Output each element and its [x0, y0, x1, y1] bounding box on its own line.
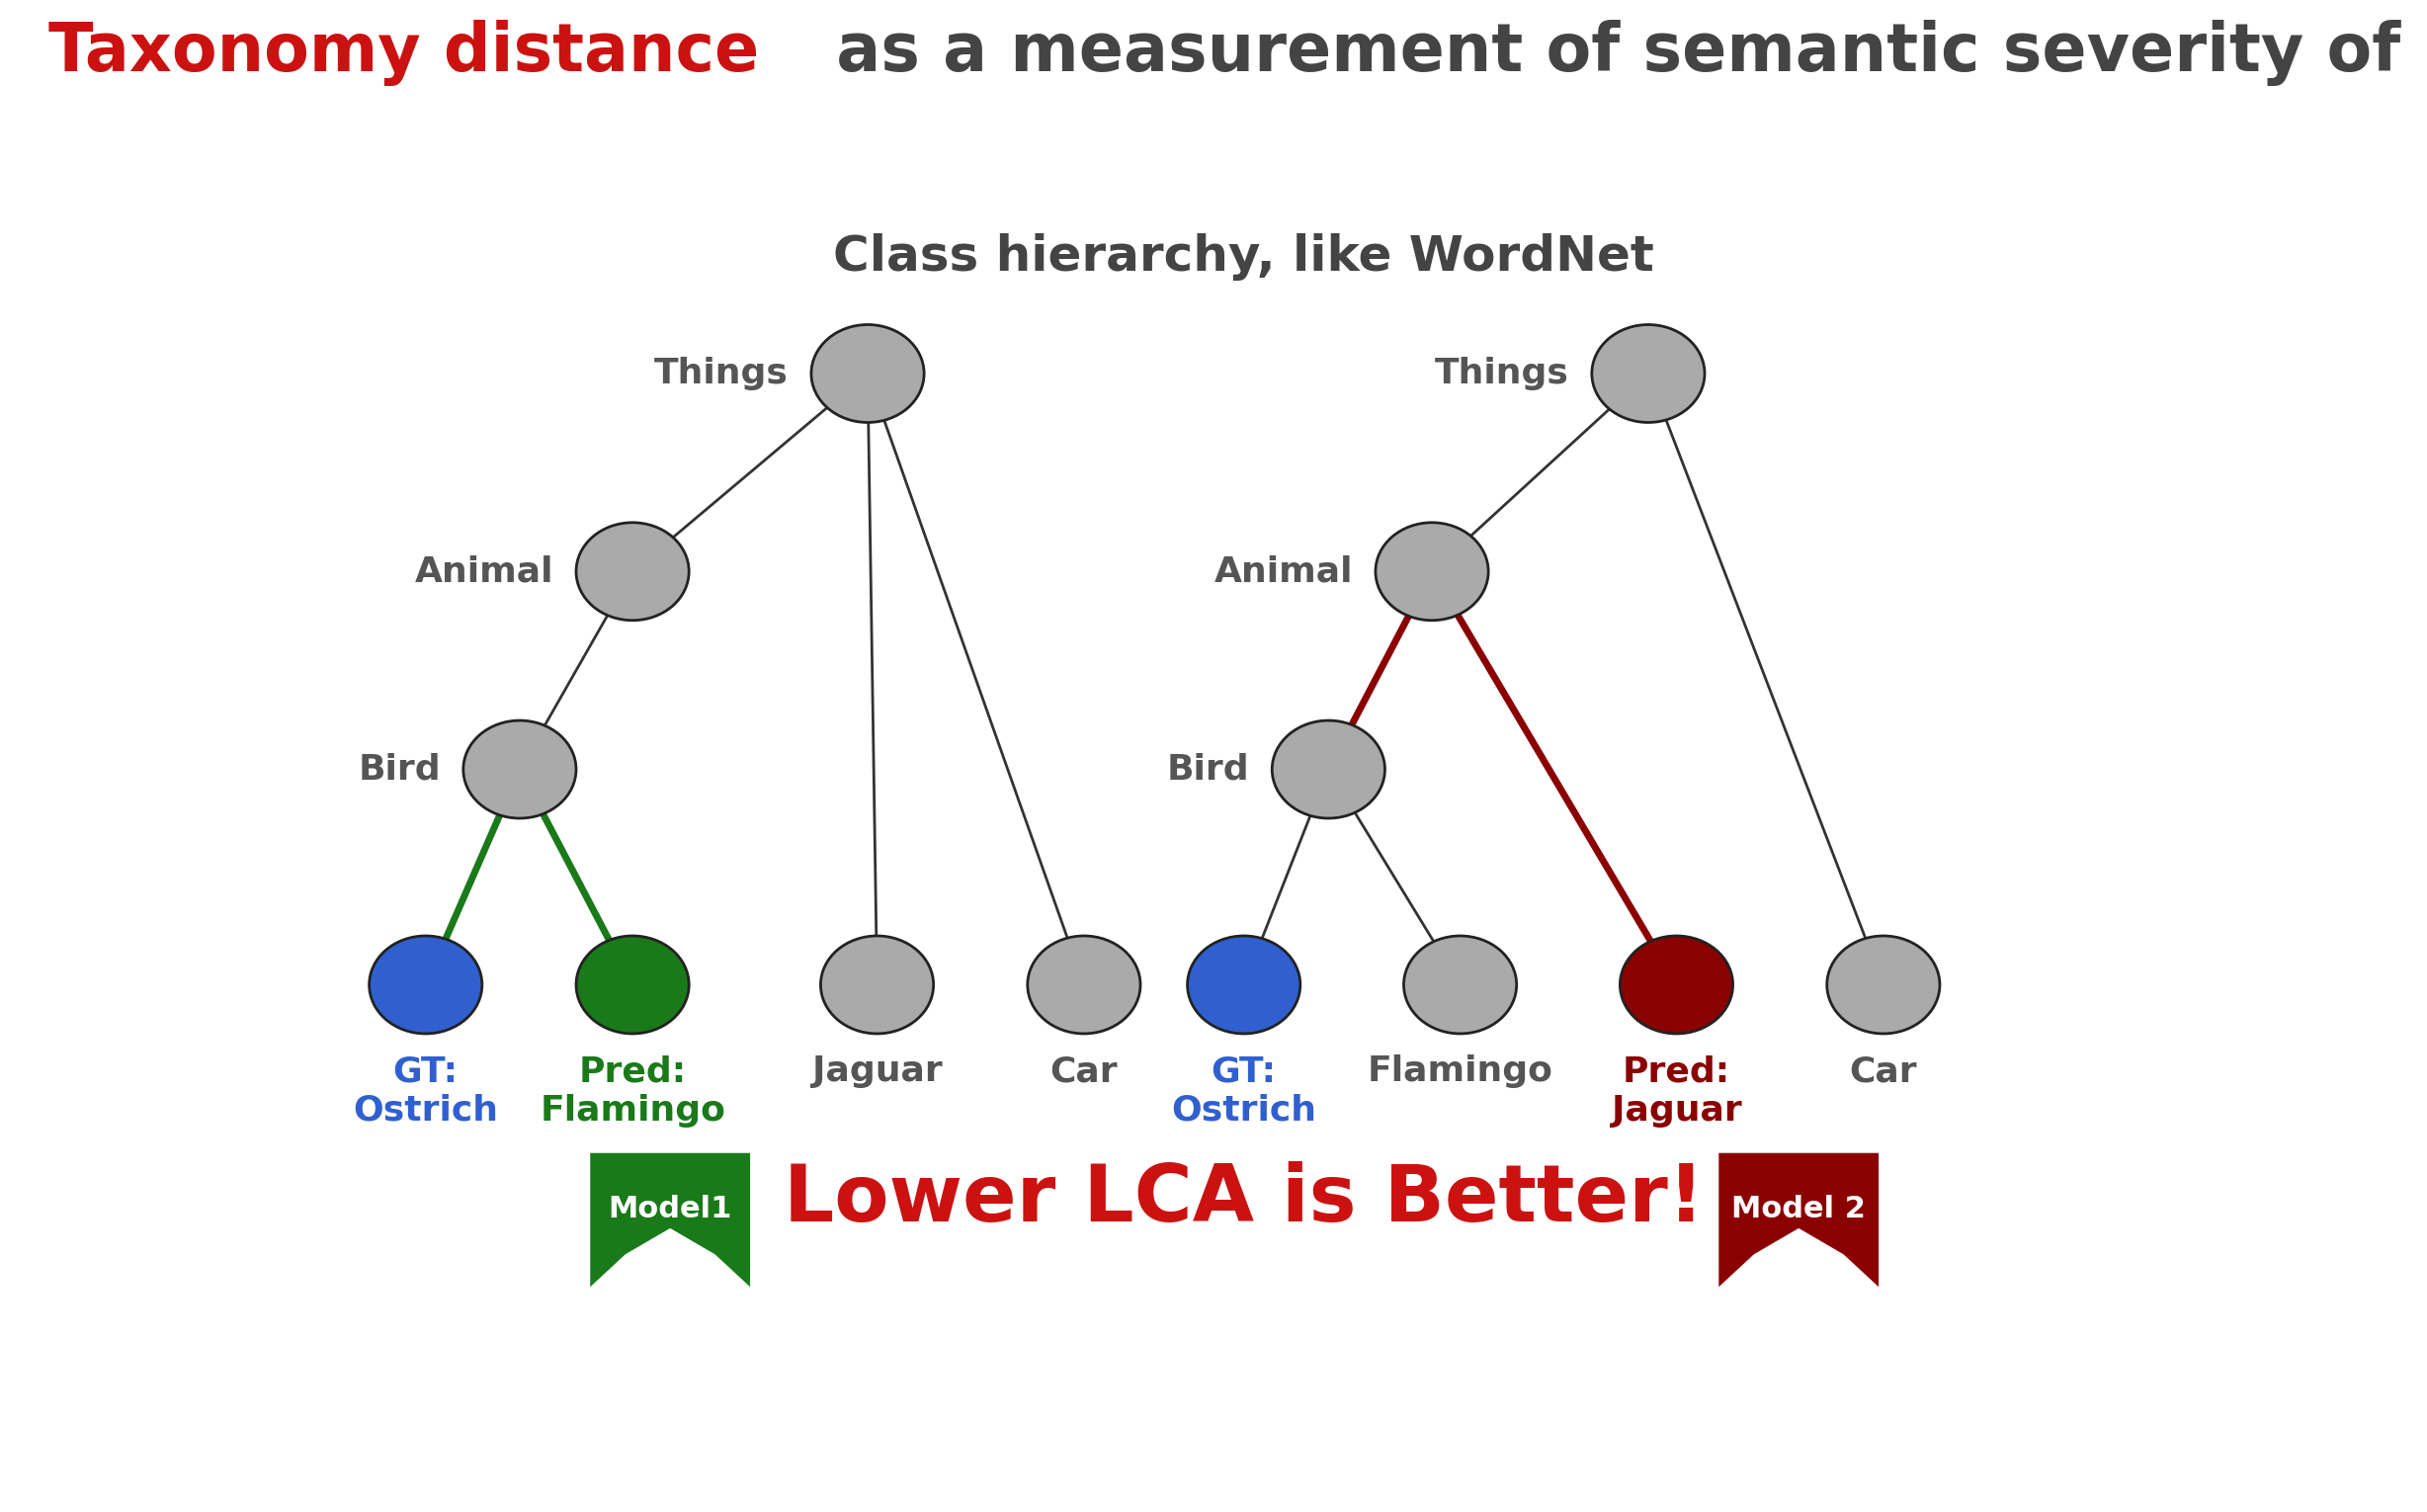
Text: Model 2: Model 2 — [1730, 1194, 1866, 1223]
Text: Pred:
Jaguar: Pred: Jaguar — [1612, 1055, 1743, 1126]
Text: Model1: Model1 — [609, 1194, 733, 1223]
Ellipse shape — [1828, 936, 1939, 1034]
Ellipse shape — [1403, 936, 1517, 1034]
Ellipse shape — [369, 936, 483, 1034]
Text: Things: Things — [1434, 357, 1570, 390]
Text: Things: Things — [655, 357, 789, 390]
Text: Pred:
Flamingo: Pred: Flamingo — [539, 1055, 726, 1126]
Text: Car: Car — [1849, 1055, 1917, 1089]
Ellipse shape — [575, 936, 689, 1034]
Text: Animal: Animal — [1214, 555, 1352, 588]
Ellipse shape — [811, 325, 925, 422]
Text: GT:
Ostrich: GT: Ostrich — [1172, 1055, 1315, 1126]
Ellipse shape — [820, 936, 934, 1034]
Text: Lower LCA is Better!: Lower LCA is Better! — [784, 1161, 1704, 1238]
Ellipse shape — [464, 721, 575, 818]
Ellipse shape — [1621, 936, 1733, 1034]
Text: Car: Car — [1051, 1055, 1119, 1089]
Text: Bird: Bird — [1167, 753, 1250, 786]
Ellipse shape — [1376, 523, 1488, 620]
Polygon shape — [590, 1154, 750, 1287]
Text: GT:
Ostrich: GT: Ostrich — [352, 1055, 498, 1126]
Polygon shape — [1718, 1154, 1878, 1287]
Ellipse shape — [1027, 936, 1141, 1034]
Text: Animal: Animal — [415, 555, 553, 588]
Text: Taxonomy distance: Taxonomy distance — [49, 20, 760, 86]
Ellipse shape — [1272, 721, 1386, 818]
Ellipse shape — [575, 523, 689, 620]
Text: Class hierarchy, like WordNet: Class hierarchy, like WordNet — [832, 233, 1655, 281]
Text: Bird: Bird — [359, 753, 442, 786]
Text: Jaguar: Jaguar — [813, 1055, 942, 1089]
Ellipse shape — [1187, 936, 1301, 1034]
Ellipse shape — [1592, 325, 1704, 422]
Text: as a measurement of semantic severity of mistake: as a measurement of semantic severity of… — [813, 20, 2427, 86]
Text: Flamingo: Flamingo — [1366, 1055, 1553, 1089]
